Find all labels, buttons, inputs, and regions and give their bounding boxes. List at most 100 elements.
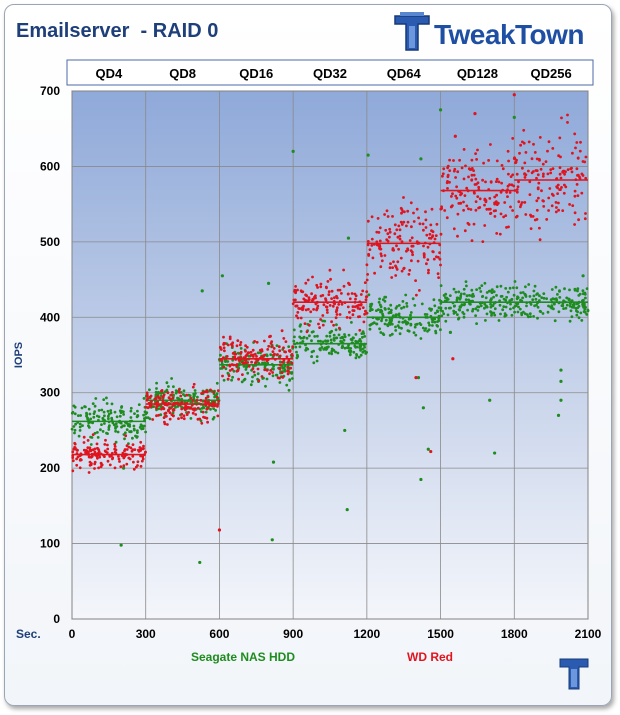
data-point <box>472 173 476 177</box>
data-point <box>555 206 558 209</box>
data-point <box>456 313 459 316</box>
data-point <box>400 306 403 310</box>
data-point <box>507 172 510 176</box>
outlier-point <box>291 149 295 153</box>
data-point <box>298 345 302 349</box>
data-point <box>399 220 403 224</box>
data-point <box>462 303 466 307</box>
data-point <box>568 304 572 308</box>
data-point <box>140 427 144 431</box>
data-point <box>565 303 569 307</box>
data-point <box>282 346 285 350</box>
data-point <box>192 382 196 386</box>
data-point <box>99 461 103 465</box>
data-point <box>389 262 392 265</box>
data-point <box>142 413 146 417</box>
data-point <box>377 300 381 304</box>
data-point <box>412 220 416 223</box>
data-point <box>351 305 355 309</box>
outlier-point <box>346 236 351 240</box>
data-point <box>97 466 100 470</box>
data-point <box>490 288 494 292</box>
data-point <box>299 330 303 333</box>
data-point <box>189 396 193 400</box>
data-point <box>312 361 316 365</box>
data-point <box>519 205 522 209</box>
data-point <box>439 263 442 267</box>
data-point <box>365 290 369 294</box>
data-point <box>236 351 240 355</box>
data-point <box>575 183 579 186</box>
data-point <box>405 302 409 305</box>
data-point <box>416 259 420 263</box>
data-point <box>435 255 438 259</box>
data-point <box>484 180 487 184</box>
data-point <box>177 417 180 420</box>
data-point <box>433 237 437 241</box>
data-point <box>460 303 464 307</box>
data-point <box>375 309 378 312</box>
data-point <box>93 404 97 408</box>
data-point <box>281 361 284 364</box>
data-point <box>442 167 446 171</box>
data-point <box>123 454 127 458</box>
data-point <box>539 310 543 313</box>
data-point <box>349 338 353 341</box>
data-point <box>513 280 517 283</box>
y-tick-label: 300 <box>40 386 60 400</box>
data-point <box>113 466 117 470</box>
data-point <box>246 371 250 375</box>
data-point <box>485 291 489 294</box>
data-point <box>499 212 503 216</box>
data-point <box>434 311 437 315</box>
data-point <box>357 303 361 307</box>
data-point <box>401 300 405 303</box>
data-point <box>522 128 526 132</box>
data-point <box>297 307 301 310</box>
data-point <box>400 269 404 273</box>
data-point <box>499 295 503 298</box>
data-point <box>449 306 452 310</box>
data-point <box>327 351 331 355</box>
data-point <box>375 230 379 234</box>
data-point <box>544 160 548 164</box>
data-point <box>282 337 286 340</box>
data-point <box>366 243 370 247</box>
data-point <box>366 240 370 243</box>
data-point <box>466 221 470 225</box>
data-point <box>577 316 581 320</box>
data-point <box>431 234 435 238</box>
data-point <box>247 364 251 368</box>
data-point <box>406 220 410 224</box>
data-point <box>74 448 78 451</box>
data-point <box>137 448 140 452</box>
data-point <box>80 406 84 410</box>
data-point <box>349 347 353 350</box>
data-point <box>463 194 467 198</box>
data-point <box>368 327 372 331</box>
data-point <box>102 410 106 414</box>
data-point <box>102 398 106 401</box>
data-point <box>450 195 453 198</box>
data-point <box>505 226 508 229</box>
data-point <box>410 259 413 263</box>
data-point <box>335 323 338 327</box>
data-point <box>345 346 349 350</box>
data-point <box>557 201 560 205</box>
data-point <box>219 353 222 357</box>
data-point <box>304 348 308 352</box>
data-point <box>388 266 392 270</box>
data-point <box>533 304 536 308</box>
data-point <box>232 369 236 373</box>
data-point <box>278 363 282 367</box>
data-point <box>383 299 387 303</box>
data-point <box>287 359 291 362</box>
data-point <box>515 188 519 191</box>
data-point <box>182 389 186 393</box>
data-point <box>309 310 313 314</box>
data-point <box>394 264 397 268</box>
data-point <box>512 184 516 188</box>
data-point <box>547 140 551 144</box>
data-point <box>439 284 443 287</box>
data-point <box>523 161 527 165</box>
